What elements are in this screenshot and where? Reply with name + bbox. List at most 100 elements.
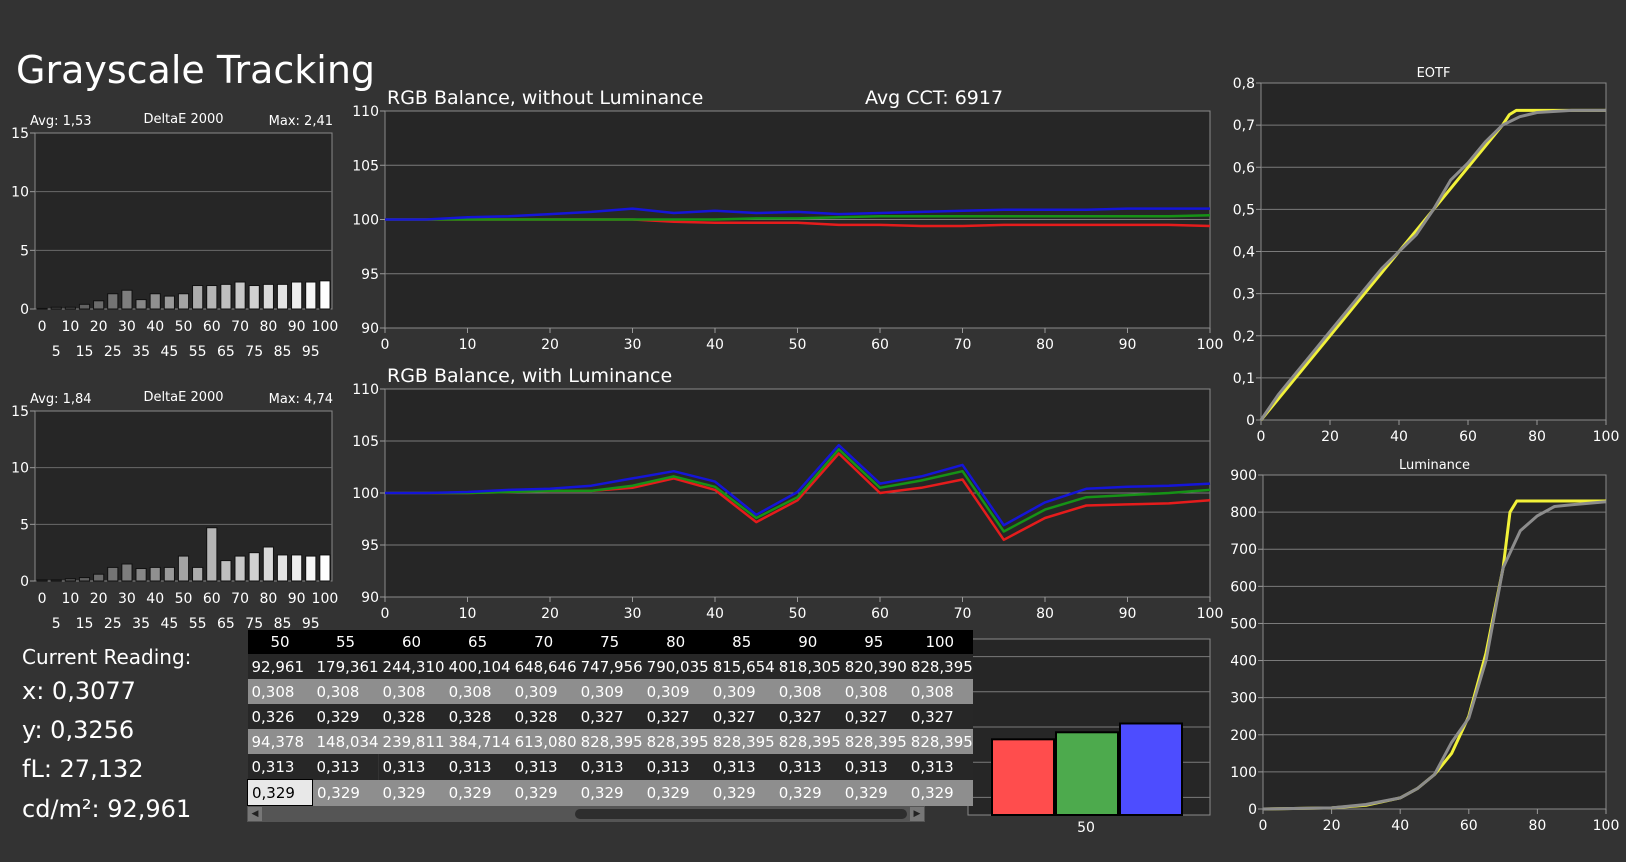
table-cell[interactable]: 815,654 bbox=[708, 654, 775, 679]
series-line-gray bbox=[1259, 108, 1606, 421]
table-cell[interactable]: 0,308 bbox=[378, 679, 445, 704]
series-line-green bbox=[385, 213, 1211, 221]
table-cell[interactable]: 820,390 bbox=[840, 654, 907, 679]
table-cell[interactable]: 0,327 bbox=[642, 704, 709, 729]
table-cell[interactable]: 0,313 bbox=[247, 754, 313, 780]
table-cell[interactable]: 0,329 bbox=[510, 779, 577, 806]
table-cell[interactable]: 92,961 bbox=[247, 654, 313, 679]
line-x-tick-label: 60 bbox=[1460, 818, 1478, 834]
deltae-x-tick-label: 85 bbox=[274, 344, 292, 360]
table-cell[interactable]: 0,308 bbox=[840, 679, 907, 704]
table-cell[interactable]: 0,313 bbox=[774, 754, 841, 780]
line-plot-area bbox=[1262, 474, 1607, 810]
table-cell[interactable]: 0,309 bbox=[642, 679, 709, 704]
table-cell[interactable]: 790,035 bbox=[642, 654, 709, 679]
table-cell[interactable]: 0,313 bbox=[906, 754, 973, 780]
table-cell[interactable]: 0,313 bbox=[576, 754, 643, 780]
line-y-tick-label: 0 bbox=[1246, 413, 1255, 429]
table-cell[interactable]: 0,328 bbox=[378, 704, 445, 729]
deltae-y-tick-label: 5 bbox=[20, 517, 29, 533]
series-line-green bbox=[385, 448, 1211, 533]
line-y-tick-label: 95 bbox=[361, 267, 379, 283]
table-cell[interactable]: 0,329 bbox=[247, 779, 313, 806]
line-y-tick-label: 700 bbox=[1230, 542, 1257, 558]
deltae-bar bbox=[36, 579, 48, 582]
deltae-bar bbox=[262, 546, 274, 582]
deltae-bar bbox=[64, 578, 76, 582]
table-cell[interactable]: 0,308 bbox=[247, 679, 313, 704]
table-cell[interactable]: 0,327 bbox=[708, 704, 775, 729]
deltae-bar bbox=[291, 554, 303, 582]
line-x-tick-label: 40 bbox=[706, 337, 724, 353]
scroll-thumb[interactable] bbox=[575, 809, 907, 819]
table-cell[interactable]: 0,329 bbox=[708, 779, 775, 806]
deltae-bar bbox=[135, 568, 147, 582]
table-cell[interactable]: 0,329 bbox=[312, 704, 379, 729]
table-cell[interactable]: 148,034 bbox=[312, 729, 379, 754]
table-cell[interactable]: 0,329 bbox=[840, 779, 907, 806]
table-cell[interactable]: 0,326 bbox=[247, 704, 313, 729]
table-cell[interactable]: 818,305 bbox=[774, 654, 841, 679]
line-y-tick-label: 110 bbox=[352, 104, 379, 120]
table-cell[interactable]: 94,378 bbox=[247, 729, 313, 754]
deltae-bar bbox=[206, 527, 218, 582]
table-cell[interactable]: 0,309 bbox=[708, 679, 775, 704]
table-cell[interactable]: 828,395 bbox=[576, 729, 643, 754]
table-cell[interactable]: 239,811 bbox=[378, 729, 445, 754]
table-cell[interactable]: 0,308 bbox=[774, 679, 841, 704]
table-cell[interactable]: 0,327 bbox=[576, 704, 643, 729]
table-cell[interactable]: 0,327 bbox=[840, 704, 907, 729]
table-cell[interactable]: 0,309 bbox=[510, 679, 577, 704]
line-y-tick-label: 0,8 bbox=[1233, 76, 1255, 92]
deltae-y-tick-label: 10 bbox=[11, 461, 29, 477]
table-cell[interactable]: 0,328 bbox=[444, 704, 511, 729]
table-cell[interactable]: 0,328 bbox=[510, 704, 577, 729]
table-cell[interactable]: 828,395 bbox=[642, 729, 709, 754]
table-cell[interactable]: 828,395 bbox=[906, 729, 973, 754]
table-cell[interactable]: 0,329 bbox=[576, 779, 643, 806]
table-cell[interactable]: 0,313 bbox=[708, 754, 775, 780]
deltae-x-tick-label: 95 bbox=[302, 616, 320, 632]
table-cell[interactable]: 0,313 bbox=[840, 754, 907, 780]
table-row: 0,329 0,329 0,329 0,329 0,329 0,329 0,329 0,329… bbox=[247, 779, 973, 806]
table-cell[interactable]: 828,395 bbox=[906, 654, 973, 679]
table-cell[interactable]: 0,308 bbox=[312, 679, 379, 704]
table-cell[interactable]: 0,309 bbox=[576, 679, 643, 704]
deltae-x-tick-label: 10 bbox=[61, 319, 79, 335]
table-cell[interactable]: 648,646 bbox=[510, 654, 577, 679]
table-cell[interactable]: 0,313 bbox=[642, 754, 709, 780]
table-cell[interactable]: 0,329 bbox=[774, 779, 841, 806]
deltae-x-tick-label: 50 bbox=[175, 319, 193, 335]
table-cell[interactable]: 0,329 bbox=[312, 779, 379, 806]
table-cell[interactable]: 0,313 bbox=[312, 754, 379, 780]
scroll-right-arrow-icon[interactable]: ▶ bbox=[910, 807, 924, 821]
scroll-left-arrow-icon[interactable]: ◀ bbox=[248, 807, 262, 821]
table-cell[interactable]: 244,310 bbox=[378, 654, 445, 679]
line-x-tick-label: 100 bbox=[1593, 429, 1620, 445]
table-cell[interactable]: 0,313 bbox=[510, 754, 577, 780]
table-cell[interactable]: 179,361 bbox=[312, 654, 379, 679]
table-cell[interactable]: 0,327 bbox=[906, 704, 973, 729]
table-cell[interactable]: 0,313 bbox=[378, 754, 445, 780]
deltae-x-tick-label: 55 bbox=[189, 616, 207, 632]
table-cell[interactable]: 0,329 bbox=[378, 779, 445, 806]
table-cell[interactable]: 828,395 bbox=[840, 729, 907, 754]
table-cell[interactable]: 0,308 bbox=[444, 679, 511, 704]
table-cell[interactable]: 384,714 bbox=[444, 729, 511, 754]
table-horizontal-scrollbar[interactable]: ◀ ▶ bbox=[247, 806, 925, 822]
table-cell[interactable]: 828,395 bbox=[708, 729, 775, 754]
deltae-max-label: Max: 2,41 bbox=[269, 114, 333, 129]
table-cell[interactable]: 0,327 bbox=[774, 704, 841, 729]
table-cell[interactable]: 0,329 bbox=[906, 779, 973, 806]
table-cell[interactable]: 0,329 bbox=[642, 779, 709, 806]
table-row: 92,961 179,361 244,310 400,104 648,646 747,95… bbox=[247, 654, 973, 679]
table-cell[interactable]: 0,329 bbox=[444, 779, 511, 806]
table-cell[interactable]: 0,313 bbox=[444, 754, 511, 780]
table-cell[interactable]: 828,395 bbox=[774, 729, 841, 754]
rgb-bar-x-label: 50 bbox=[1077, 820, 1095, 836]
table-cell[interactable]: 0,308 bbox=[906, 679, 973, 704]
deltae-bar bbox=[121, 563, 133, 582]
table-cell[interactable]: 613,080 bbox=[510, 729, 577, 754]
table-cell[interactable]: 400,104 bbox=[444, 654, 511, 679]
table-cell[interactable]: 747,956 bbox=[576, 654, 643, 679]
